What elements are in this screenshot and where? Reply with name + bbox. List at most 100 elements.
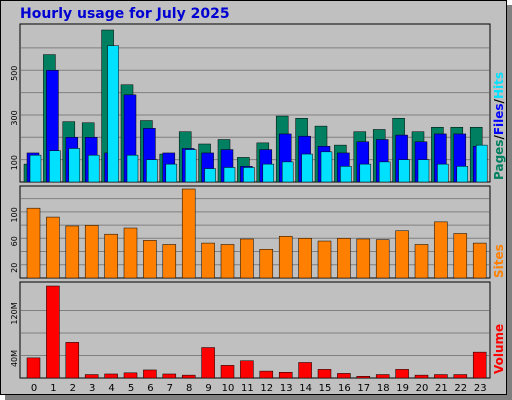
bar-volume (278, 372, 293, 379)
bar-volume (84, 374, 99, 379)
bar-volume (201, 347, 215, 379)
bar-sites (26, 207, 41, 279)
bar-sites (240, 238, 254, 279)
bar-sites (123, 227, 138, 279)
bar-sites (434, 221, 448, 279)
legend-pages: Pages (492, 140, 506, 180)
bar-hits (29, 154, 42, 183)
side-label-group-top: Pages/Files/Hits (492, 72, 506, 180)
bar-volume (162, 373, 177, 379)
bar-hits (107, 45, 119, 183)
bar-volume (240, 360, 254, 379)
bar-hits (320, 151, 333, 183)
bar-hits (262, 163, 275, 183)
chart-title: Hourly usage for July 2025 (20, 6, 230, 22)
bar-volume (337, 373, 351, 379)
bar-hits (126, 154, 139, 183)
bar-volume (472, 351, 487, 379)
x-tick-label: 20 (416, 383, 429, 394)
y-tick-label: 500 (10, 66, 19, 81)
x-tick-label: 12 (260, 383, 273, 394)
bar-sites (414, 244, 429, 279)
legend-volume: Volume (492, 324, 506, 374)
x-tick-label: 5 (128, 383, 134, 394)
bar-volume (375, 374, 390, 379)
y-tick-label: 20 (10, 263, 19, 273)
y-tick-label: 100 (10, 155, 19, 170)
bar-volume (26, 357, 41, 379)
bar-hits (417, 159, 430, 183)
bar-volume (181, 374, 196, 379)
bar-hits (204, 168, 216, 183)
x-tick-label: 14 (299, 383, 312, 394)
bar-hits (223, 167, 236, 183)
bar-sites (298, 238, 312, 279)
bar-hits (165, 163, 178, 183)
bar-sites (453, 233, 468, 279)
bar-volume (220, 365, 235, 379)
bar-sites (84, 225, 99, 279)
bar-volume (395, 369, 409, 379)
bar-sites (317, 240, 332, 279)
x-tick-label: 1 (50, 383, 56, 394)
bar-volume (259, 370, 274, 379)
y-tick-label: 300 (10, 110, 19, 125)
bar-sites (162, 244, 177, 279)
bar-sites (143, 240, 157, 279)
bars-layer (23, 29, 488, 379)
x-tick-label: 19 (396, 383, 409, 394)
legend-sites: Sites (492, 244, 506, 278)
bar-sites (472, 242, 487, 279)
x-tick-label: 10 (222, 383, 235, 394)
legend-files: Files (492, 103, 506, 135)
x-tick-label: 8 (186, 383, 192, 394)
bar-volume (453, 374, 468, 379)
bar-sites (104, 233, 118, 279)
x-tick-label: 18 (377, 383, 390, 394)
bar-sites (395, 230, 409, 279)
bar-hits (475, 144, 488, 183)
bar-hits (359, 163, 372, 183)
bar-sites (356, 238, 371, 279)
bar-hits (456, 166, 469, 183)
bar-hits (398, 159, 410, 183)
bar-sites (220, 244, 235, 279)
x-tick-label: 21 (435, 383, 448, 394)
x-tick-label: 11 (241, 383, 254, 394)
bar-sites (181, 188, 196, 279)
legend-separator: / (492, 135, 506, 140)
frame-shadow-bottom (5, 395, 512, 400)
x-tick-label: 2 (70, 383, 76, 394)
bar-sites (278, 235, 293, 279)
x-tick-label: 16 (338, 383, 351, 394)
bar-volume (104, 373, 118, 379)
bar-volume (123, 372, 138, 379)
bar-sites (201, 242, 215, 279)
bar-volume (46, 285, 60, 379)
y-tick-label: 40M (10, 350, 19, 367)
x-tick-label: 4 (108, 383, 114, 394)
bar-hits (340, 166, 352, 183)
bar-hits (437, 163, 449, 183)
bar-volume (414, 374, 429, 379)
bar-sites (65, 225, 80, 279)
bar-hits (49, 150, 61, 183)
y-tick-label: 100 (10, 207, 19, 222)
bar-sites (46, 216, 60, 279)
bar-sites (375, 239, 390, 279)
bar-volume (65, 342, 80, 379)
grid-lines (21, 47, 489, 356)
y-tick-label: 60 (10, 236, 19, 246)
bar-volume (317, 369, 332, 379)
bar-volume (298, 362, 312, 379)
bar-volume (143, 369, 157, 379)
x-tick-label: 15 (319, 383, 332, 394)
bar-hits (378, 161, 391, 183)
x-tick-label: 3 (89, 383, 95, 394)
x-tick-label: 9 (205, 383, 211, 394)
bar-hits (243, 167, 255, 183)
legend-separator: / (492, 98, 506, 103)
bar-hits (301, 153, 313, 183)
bar-sites (259, 248, 274, 279)
